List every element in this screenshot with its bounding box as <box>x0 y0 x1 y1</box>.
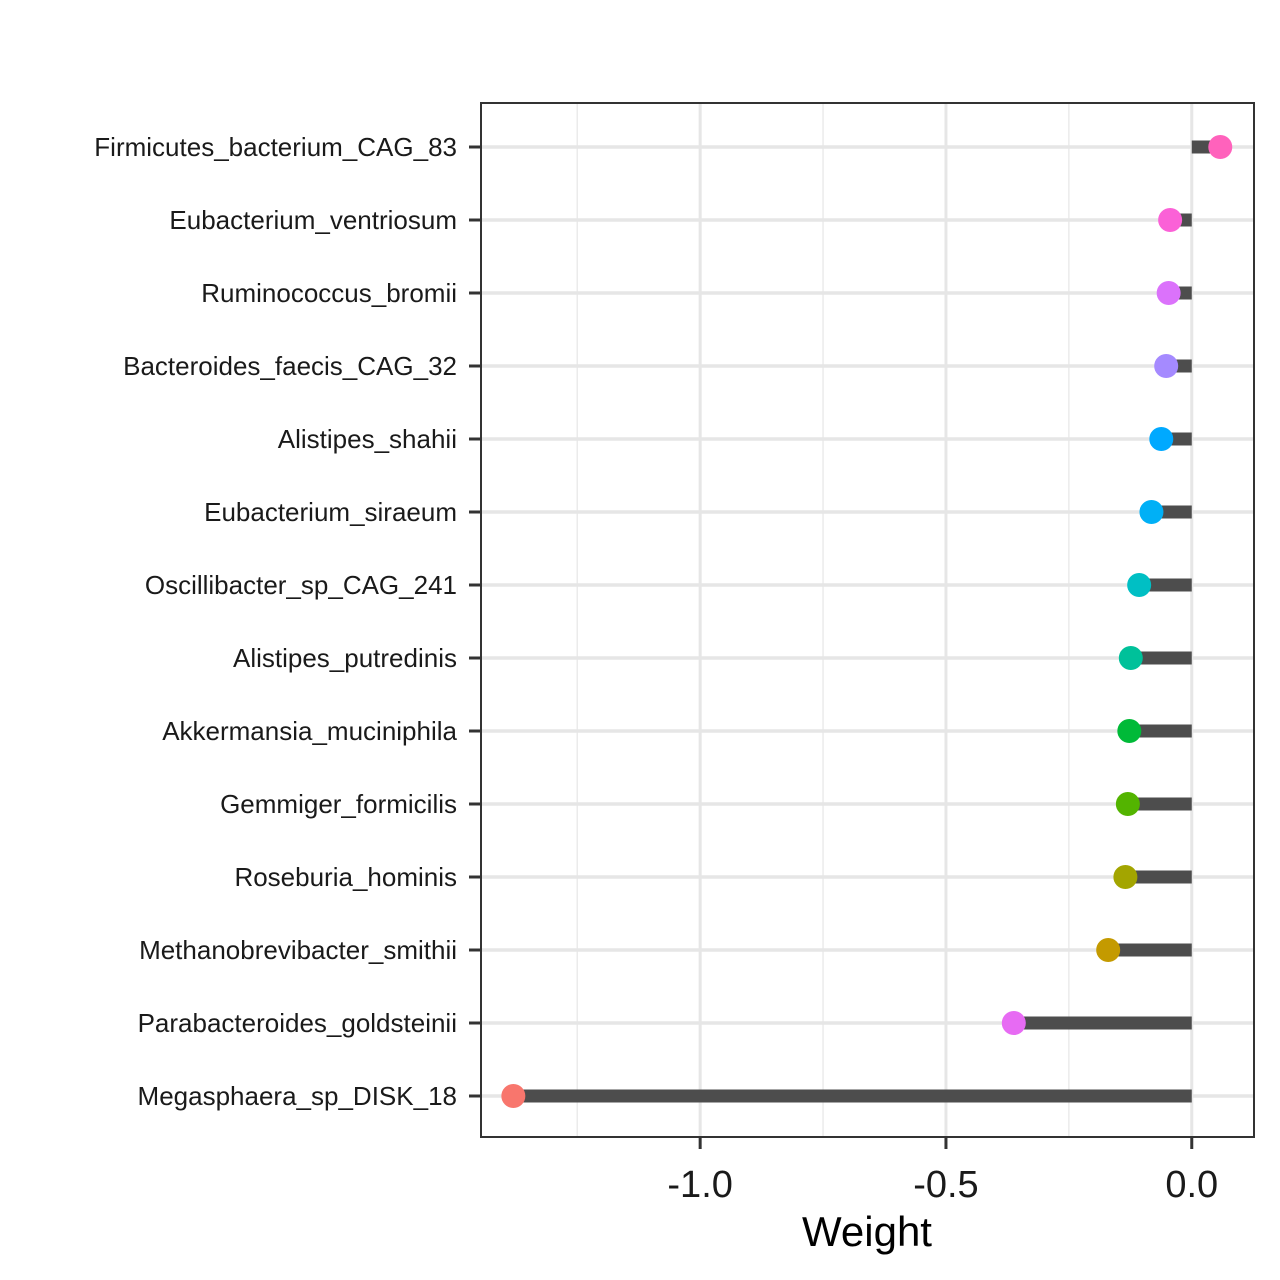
y-tick-label: Eubacterium_ventriosum <box>169 205 457 235</box>
lollipop-point <box>1158 208 1183 232</box>
y-tick-label: Bacteroides_faecis_CAG_32 <box>123 351 457 381</box>
y-tick-label: Megasphaera_sp_DISK_18 <box>138 1081 457 1111</box>
y-tick-label: Ruminococcus_bromii <box>201 278 457 308</box>
lollipop-point <box>1001 1011 1026 1035</box>
x-tick-label: -0.5 <box>913 1164 978 1206</box>
y-tick-label: Methanobrevibacter_smithii <box>139 935 457 965</box>
y-tick-label: Gemmiger_formicilis <box>220 789 457 819</box>
lollipop-point <box>1118 646 1143 670</box>
lollipop-point <box>1156 281 1181 305</box>
lollipop-point <box>501 1084 526 1108</box>
points-layer <box>501 135 1233 1108</box>
y-tick-label: Eubacterium_siraeum <box>204 497 457 527</box>
lollipop-point <box>1208 135 1233 159</box>
y-axis: Firmicutes_bacterium_CAG_83 Eubacterium_v… <box>94 132 481 1111</box>
lollipop-point <box>1149 427 1174 451</box>
y-tick-label: Alistipes_putredinis <box>233 643 457 673</box>
lollipop-point <box>1113 865 1138 889</box>
y-tick-label: Roseburia_hominis <box>234 862 457 892</box>
lollipop-point <box>1117 719 1142 743</box>
y-tick-label: Firmicutes_bacterium_CAG_83 <box>94 132 457 162</box>
x-tick-label: 0.0 <box>1165 1164 1218 1206</box>
lollipop-point <box>1154 354 1179 378</box>
lollipop-point <box>1139 500 1164 524</box>
x-axis: -1.0 -0.5 0.0 <box>667 1137 1218 1206</box>
y-tick-label: Oscillibacter_sp_CAG_241 <box>145 570 457 600</box>
y-tick-label: Alistipes_shahii <box>278 424 457 454</box>
x-axis-title: Weight <box>802 1208 932 1255</box>
x-tick-label: -1.0 <box>667 1164 732 1206</box>
lollipop-point <box>1096 938 1121 962</box>
plot-panel-border <box>480 102 1255 1138</box>
y-tick-label: Parabacteroides_goldsteinii <box>138 1008 457 1038</box>
lollipop-point <box>1115 792 1140 816</box>
lollipop-point <box>1127 573 1152 597</box>
y-tick-label: Akkermansia_muciniphila <box>162 716 457 746</box>
